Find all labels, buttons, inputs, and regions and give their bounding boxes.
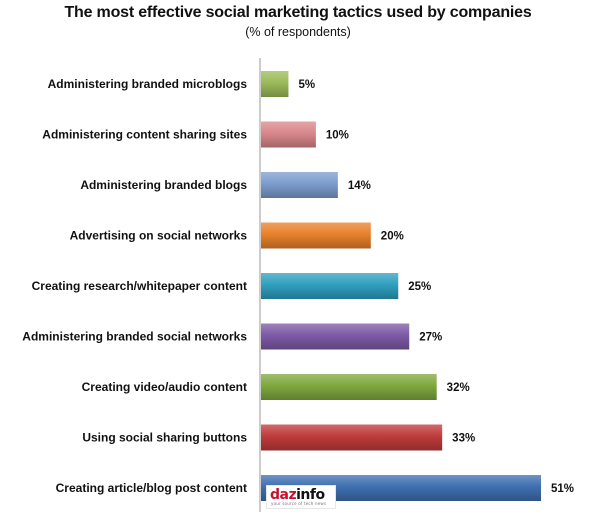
chart-title: The most effective social marketing tact… [64,4,532,21]
chart-subtitle: (% of respondents) [245,25,351,39]
value-label: 5% [298,79,315,91]
value-label: 32% [447,382,470,394]
bar-5 [261,273,399,299]
watermark-logo: dazinfo your source of tech news [266,485,336,509]
bar-3 [261,172,338,198]
category-label: Advertising on social networks [70,229,248,243]
category-label: Administering branded microblogs [48,77,248,91]
category-label: Creating article/blog post content [56,481,247,495]
bar-8 [261,424,443,451]
bar-4 [261,222,371,249]
bar-6 [261,323,410,350]
watermark-brand: dazinfo [270,487,325,503]
bar-1 [261,71,289,97]
value-label: 20% [381,231,404,243]
value-label: 33% [452,433,475,445]
bar-2 [261,121,316,148]
value-label: 10% [326,130,349,142]
category-label: Administering branded social networks [22,330,247,344]
value-label: 25% [408,281,431,293]
category-label: Administering content sharing sites [42,128,247,142]
value-label: 14% [348,180,371,192]
category-label: Creating video/audio content [82,380,247,394]
category-label: Using social sharing buttons [82,431,247,445]
value-label: 51% [551,483,574,495]
category-label: Administering branded blogs [80,178,247,192]
value-label: 27% [419,332,442,344]
watermark-tagline: your source of tech news [271,501,327,506]
category-label: Creating research/whitepaper content [32,279,247,293]
bar-7 [261,374,437,400]
